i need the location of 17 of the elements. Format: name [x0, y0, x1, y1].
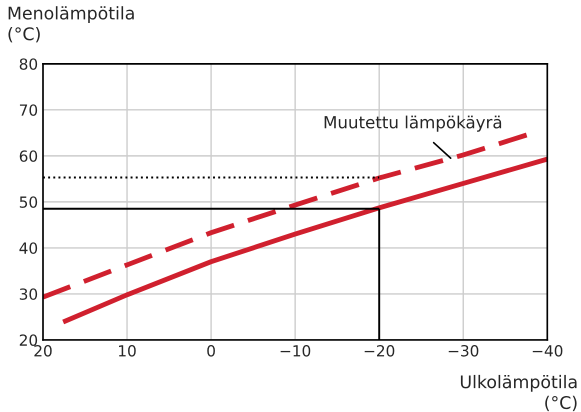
x-tick-label: −20 [364, 345, 394, 357]
y-tick-label: 50 [20, 196, 38, 208]
y-tick-label: 30 [20, 288, 38, 300]
y-tick-label: 40 [19, 242, 38, 254]
x-tick-label: −40 [532, 345, 562, 357]
x-tick-label: −10 [280, 345, 310, 357]
x-axis-title: Ulkolämpötila (°C) [460, 374, 577, 412]
x-tick-label: 0 [207, 345, 215, 357]
y-tick-label: 20 [20, 334, 38, 346]
y-axis-title: Menolämpötila (°C) [8, 6, 134, 42]
y-tick-label: 70 [20, 104, 38, 116]
x-tick-label: 10 [119, 345, 136, 357]
y-tick-label: 60 [20, 150, 38, 162]
x-tick-label: 20 [34, 345, 52, 357]
annotation: Muutettu lämpökäyrä [324, 116, 502, 132]
x-tick-label: −30 [448, 345, 478, 357]
y-tick-label: 80 [20, 58, 38, 70]
